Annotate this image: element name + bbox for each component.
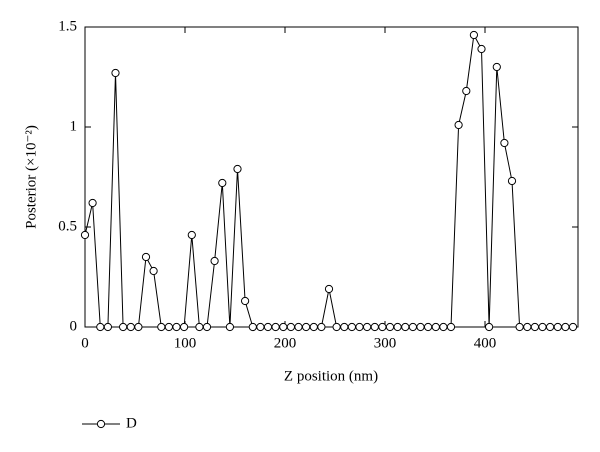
- point: [210, 256, 219, 266]
- point: [195, 322, 204, 332]
- point: [164, 322, 173, 332]
- x-tick-label: 300: [374, 335, 397, 351]
- y-tick-label: 0: [70, 318, 78, 334]
- plot-frame: [84, 26, 579, 328]
- point: [363, 322, 372, 332]
- point: [393, 322, 402, 332]
- point: [279, 322, 288, 332]
- point: [111, 68, 120, 78]
- point: [568, 322, 578, 332]
- legend-marker: [96, 419, 106, 429]
- point: [523, 322, 532, 332]
- point: [248, 322, 257, 332]
- point: [88, 198, 97, 208]
- point: [553, 322, 562, 332]
- point: [309, 322, 318, 332]
- point: [149, 266, 158, 276]
- point: [332, 322, 341, 332]
- point: [507, 176, 517, 186]
- point: [378, 322, 387, 332]
- point: [446, 322, 456, 332]
- point: [225, 322, 234, 332]
- point: [385, 322, 395, 332]
- point: [416, 322, 425, 332]
- point: [233, 164, 242, 174]
- point: [515, 322, 524, 332]
- point: [408, 322, 417, 332]
- point: [355, 322, 364, 332]
- series-line: [84, 33, 573, 328]
- point: [546, 322, 555, 332]
- point: [492, 62, 501, 72]
- point: [180, 322, 189, 332]
- point: [202, 322, 212, 332]
- point: [96, 322, 105, 332]
- point: [187, 230, 196, 240]
- point: [256, 322, 265, 332]
- point: [126, 322, 135, 332]
- point: [141, 252, 151, 262]
- point: [561, 322, 570, 332]
- y-tick-label: 1: [70, 118, 78, 134]
- point: [294, 322, 303, 332]
- x-tick-label: 100: [174, 335, 197, 351]
- y-tick-label: 0.5: [58, 218, 77, 234]
- point: [263, 322, 273, 332]
- point: [157, 322, 166, 332]
- x-tick-label: 400: [474, 335, 497, 351]
- point: [103, 322, 113, 332]
- point: [286, 322, 295, 332]
- point: [218, 178, 227, 188]
- point: [370, 322, 379, 332]
- point: [500, 138, 509, 148]
- y-axis-label: Posterior (×10⁻²): [23, 125, 39, 229]
- point: [80, 230, 90, 240]
- point: [530, 322, 540, 332]
- point: [302, 322, 311, 332]
- point: [347, 322, 356, 332]
- point: [317, 322, 326, 332]
- point: [119, 322, 128, 332]
- x-tick-label: 200: [274, 335, 297, 351]
- point: [538, 322, 547, 332]
- point: [431, 322, 440, 332]
- point: [485, 322, 494, 332]
- point: [477, 44, 486, 54]
- point: [241, 296, 250, 306]
- legend-label: D: [126, 415, 137, 431]
- point: [454, 120, 463, 130]
- point: [271, 322, 280, 332]
- point: [134, 322, 143, 332]
- point: [324, 284, 334, 294]
- point: [469, 30, 478, 40]
- x-axis-label: Z position (nm): [284, 368, 378, 384]
- point: [424, 322, 433, 332]
- y-tick-label: 1.5: [58, 18, 77, 34]
- point: [340, 322, 349, 332]
- x-tick-label: 0: [81, 335, 89, 351]
- point: [401, 322, 410, 332]
- point: [462, 86, 471, 96]
- point: [172, 322, 181, 332]
- point: [439, 322, 448, 332]
